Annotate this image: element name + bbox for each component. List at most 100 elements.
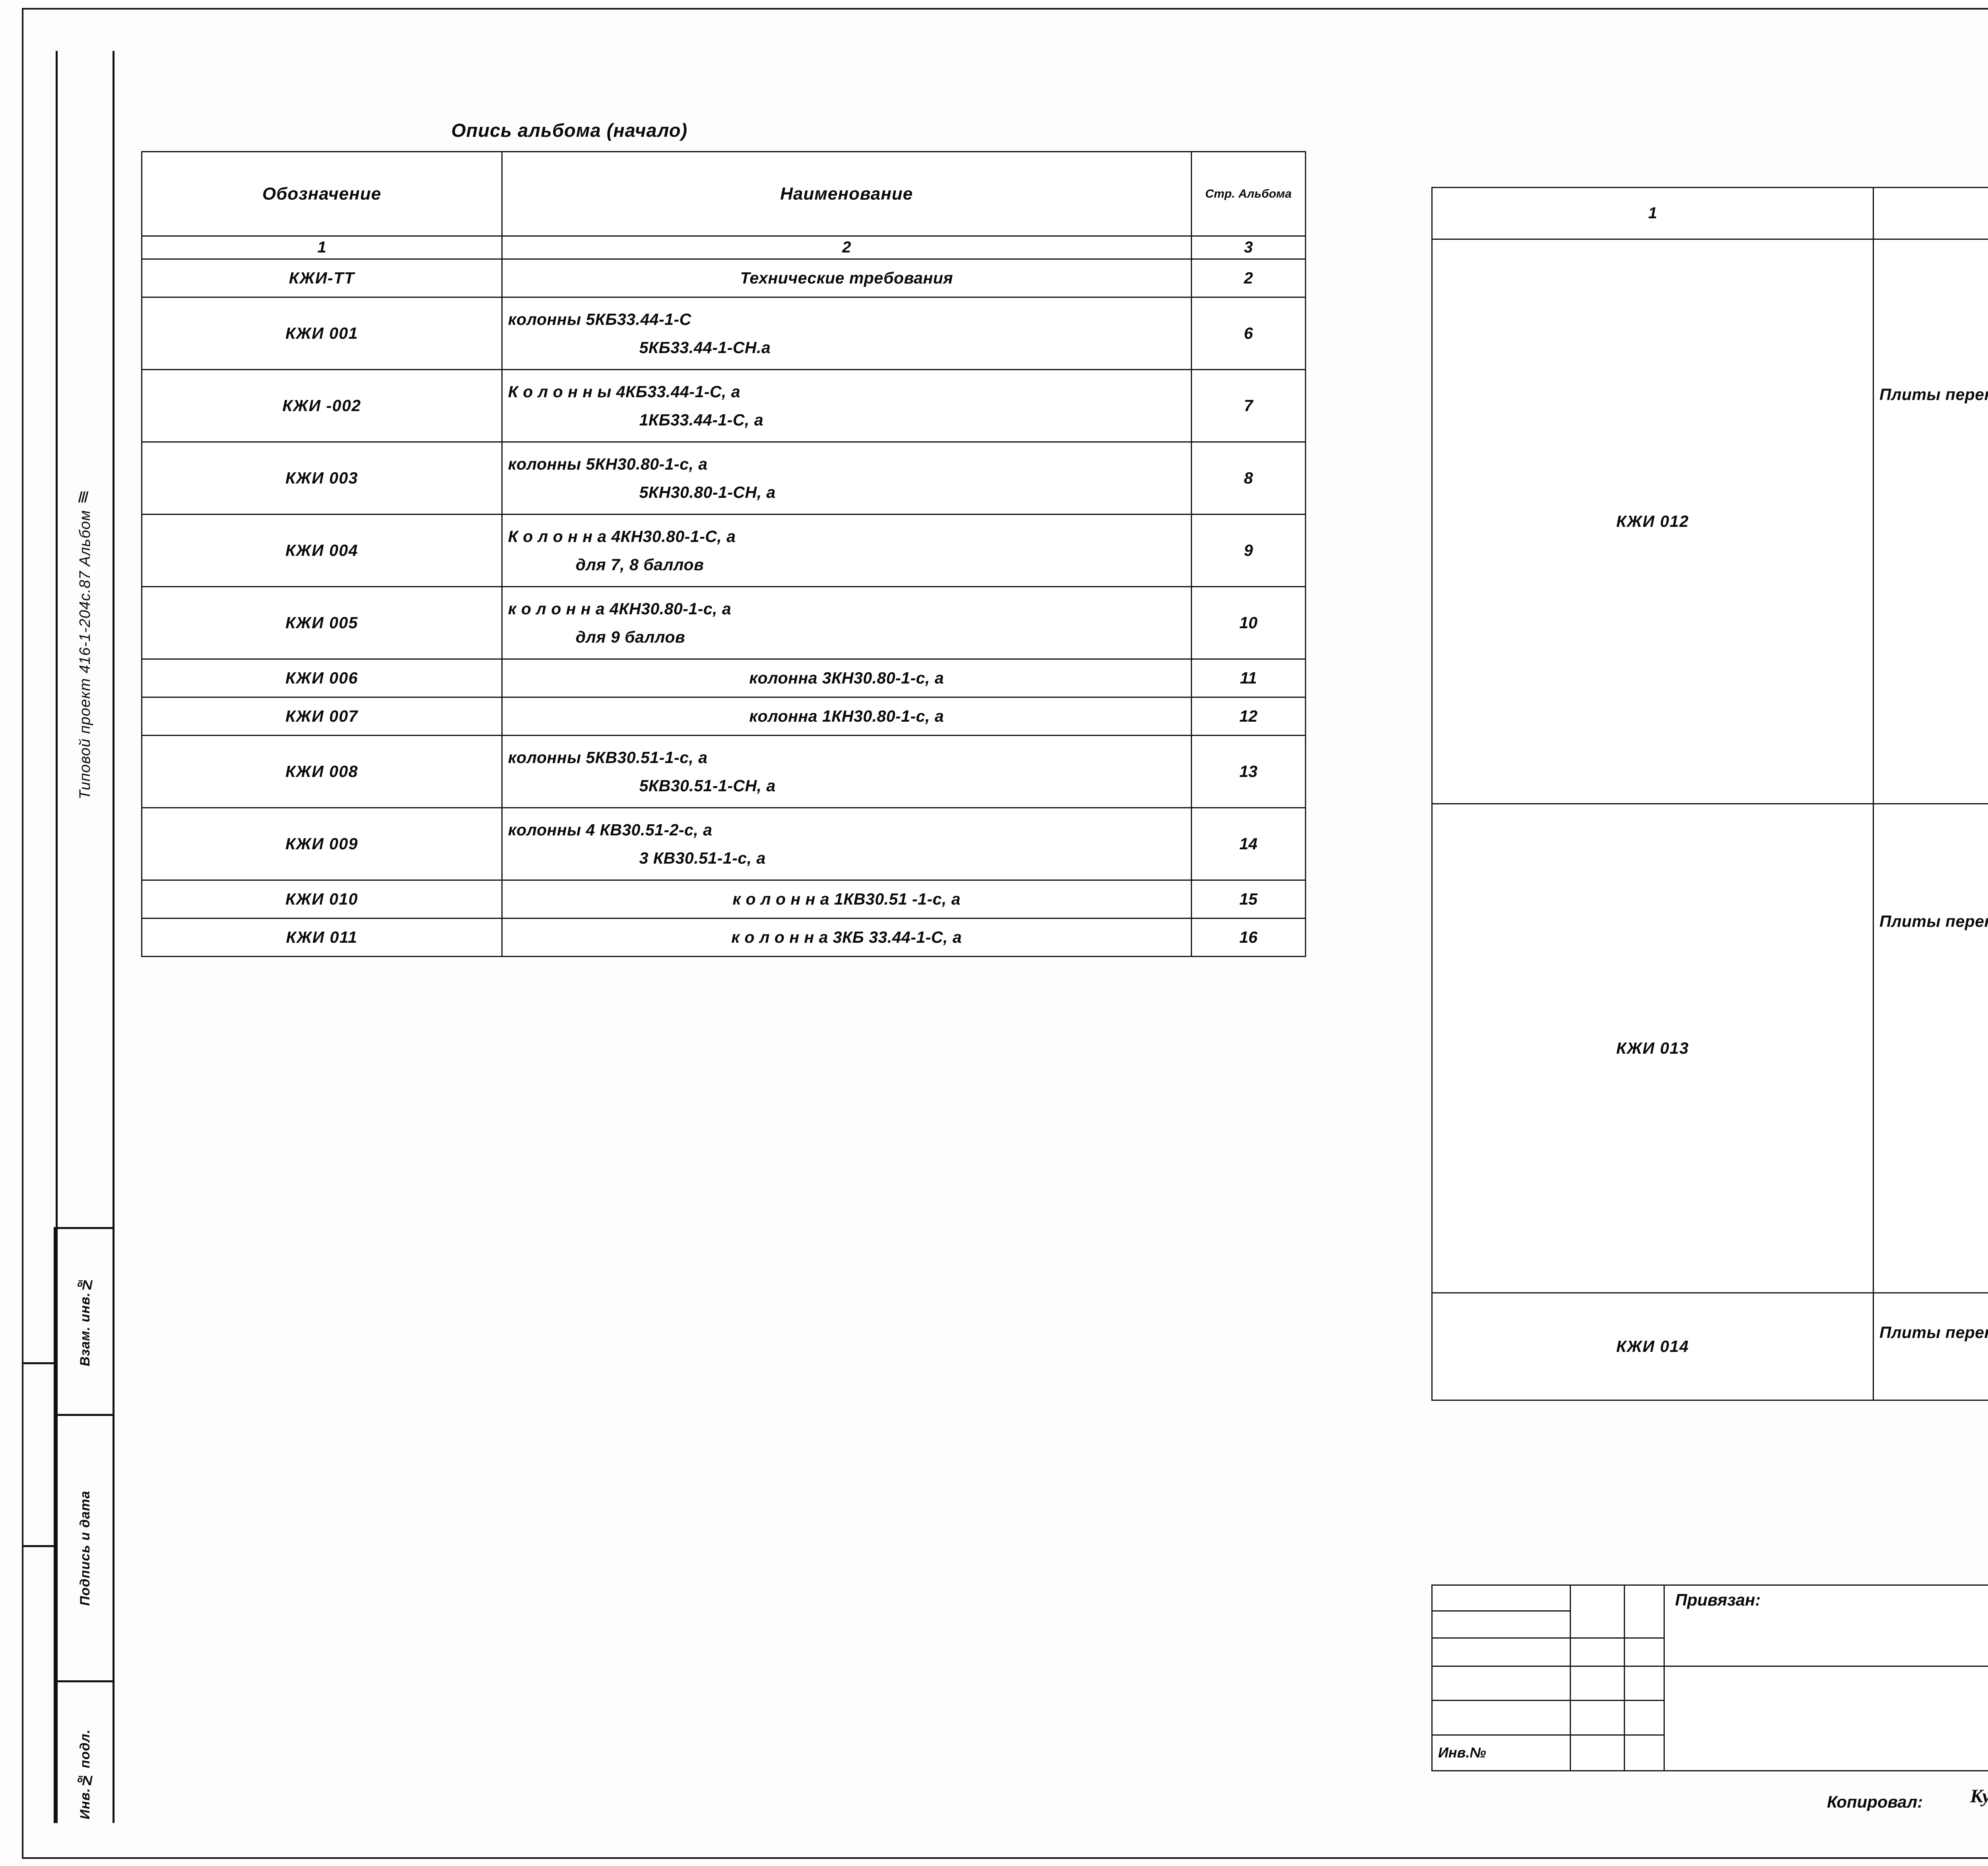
cell-designation: КЖИ 013 [1431, 803, 1874, 1293]
podpis-data-cell: Подпись и дата [58, 1414, 113, 1680]
name-line: ПРС 56.15-4АтV П м [1879, 583, 1988, 602]
cell-page: 2 [1190, 258, 1307, 298]
cell-name: к о л о н н а 3КБ 33.44-1-С, а [501, 918, 1192, 957]
cell-designation: КЖИ 009 [141, 807, 503, 881]
cell-page: 11 [1190, 658, 1307, 698]
project-text-cell: Типовой проект 416-1-204с.87 Альбом Ⅲ [58, 51, 113, 1236]
tb-cell-r2c1 [1431, 1610, 1571, 1639]
name-line: к о л о н н а 3КБ 33.44-1-С, а [731, 928, 962, 946]
cell-page: 7 [1190, 369, 1307, 443]
project-text: Типовой проект 416-1-204с.87 Альбом Ⅲ [77, 487, 93, 800]
title-block-row-1: Привязан: [1431, 1584, 1988, 1667]
col-header-name: Наименование [501, 151, 1192, 237]
table-row: КЖИ 010 к о л о н н а 1КВ30.51 -1-с, а 15 [141, 880, 1307, 919]
inv-podl-cell: Инв.№ подл. [58, 1680, 113, 1866]
tb-cell-r1c2 [1570, 1584, 1625, 1639]
cell-designation: КЖИ 011 [141, 918, 503, 957]
col-number-1: 1 [141, 235, 503, 260]
table-row: КЖИ -002 К о л о н н ы 4КБ33.44-1-С, а 1КБ… [141, 369, 1307, 443]
name-line: 5КБ33.44-1-СН.а [639, 338, 771, 357]
cell-designation: КЖИ 014 [1431, 1292, 1874, 1401]
table-row: КЖИ 006 колонна 3КН30.80-1-с, а 11 [141, 658, 1307, 698]
copied-by-label: Копировал: [1827, 1792, 1923, 1811]
name-line: ПРС 56.15 -4АтV Пс [1879, 639, 1988, 658]
cell-designation: КЖИ 008 [141, 735, 503, 808]
cell-name: колонны 5КН30.80-1-с, а 5КН30.80-1-СН, а [501, 441, 1192, 515]
name-line: ПРС 56.15-4АтV Пб [1879, 442, 1988, 460]
cell-page: 14 [1190, 807, 1307, 881]
title-block-row-2 [1431, 1610, 1988, 1639]
tb-cell-r4c2 [1570, 1666, 1625, 1701]
right-col-number-1: 1 [1431, 187, 1874, 240]
cell-designation: КЖИ 005 [141, 586, 503, 660]
name-line: для 7, 8 баллов [575, 555, 704, 574]
table-header-row: Обозначение Наименование Стр. Альбома [141, 151, 1307, 237]
col-header-designation: Обозначение [141, 151, 503, 237]
right-col-number-2: 2 [1873, 187, 1988, 240]
tb-cell-r5c2 [1570, 1700, 1625, 1736]
name-line: колонны 4 КВ30.51-2-с, а [508, 820, 712, 839]
registration-divider-2 [22, 1545, 54, 1547]
name-line: колонна 3КН30.80-1-с, а [749, 669, 944, 687]
cell-designation: КЖИ 007 [141, 697, 503, 736]
table-row: КЖИ 011 к о л о н н а 3КБ 33.44-1-С, а 16 [141, 918, 1307, 957]
name-line: ПРС 56.15 -10АтV Пд [1879, 1025, 1988, 1044]
table-row: КЖИ 007 колонна 1КН30.80-1-с, а 12 [141, 697, 1307, 736]
tb-cell-r3c1 [1431, 1637, 1571, 1667]
name-line: Технические требования [740, 269, 953, 287]
cell-name: колонны 5КБ33.44-1-С 5КБ33.44-1-СН.а [501, 297, 1192, 370]
name-line: 5КН30.80-1-СН, а [639, 483, 776, 501]
name-line: ПРС 56.15-4АтV Пд [1879, 940, 1988, 959]
title-block-row-5 [1431, 1700, 1988, 1736]
cell-designation: КЖИ 010 [141, 880, 503, 919]
cell-designation: КЖИ -002 [141, 369, 503, 443]
privyazan-field[interactable]: Привязан: [1664, 1584, 1988, 1667]
name-line: Плиты перекрытия ПРС 56.15-4АтV ПВ [1879, 385, 1988, 404]
vzam-inv-cell: Взам. инв.№ [58, 1227, 113, 1414]
cell-page: 8 [1190, 441, 1307, 515]
table-row: КЖИ-ТТ Технические требования 2 [141, 258, 1307, 298]
table-number-row: 1 2 3 [141, 235, 1307, 260]
cell-page: 10 [1190, 586, 1307, 660]
cell-name: колонны 4 КВ30.51-2-с, а 3 КВ30.51-1-с, а [501, 807, 1192, 881]
cell-name: Технические требования [501, 258, 1192, 298]
name-line: ПРС 56.15-6АтV Пк [1879, 1138, 1988, 1157]
title-block: Привязан: Инв. [1431, 1584, 1988, 1771]
cell-name: Плиты перекрытия ПРС 56.15-4АтV ПВ ПРС 56… [1873, 239, 1988, 804]
left-table-title: Опись альбома (начало) [451, 120, 688, 141]
title-block-row-3 [1431, 1637, 1988, 1667]
name-line: ПРС 56.15-6АтV Пм [1879, 1351, 1988, 1370]
name-line: ПРС 56.15 -4АтV Пд [1879, 470, 1988, 489]
name-line: ПРС 56.15- 4АтV Пк [1879, 555, 1988, 573]
name-line: колонны 5КВ30.51-1-с, а [508, 748, 708, 767]
tb-cell-r3c2 [1570, 1637, 1625, 1667]
title-block-row-6: Инв.№ [1431, 1734, 1988, 1771]
table-row: КЖИ 004 К о л о н н а 4КН30.80-1-С, а для … [141, 514, 1307, 587]
name-line: ПРС 56.15-10АтV Пж [1879, 1082, 1988, 1100]
cell-name: к о л о н н а 4КН30.80-1-с, а для 9 балло… [501, 586, 1192, 660]
cell-designation: КЖИ-ТТ [141, 258, 503, 298]
name-line: ПРС 56.15-4АтV Пи [1879, 526, 1988, 545]
cell-page: 15 [1190, 880, 1307, 919]
registration-column [22, 1227, 56, 1823]
cell-name: колонны 5КВ30.51-1-с, а 5КВ30.51-1-СН, а [501, 735, 1192, 808]
podpis-data-label: Подпись и дата [77, 1490, 93, 1606]
title-block-row-4 [1431, 1666, 1988, 1771]
name-line: ПРС 56.15-4АтV Па [1879, 414, 1988, 432]
cell-designation: КЖИ 004 [141, 514, 503, 587]
cell-page: 6 [1190, 297, 1307, 370]
name-line: 5КВ30.51-1-СН, а [639, 776, 776, 795]
vertical-stamp-column: Типовой проект 416-1-204с.87 Альбом Ⅲ Вз… [56, 51, 115, 1823]
table-row: КЖИ 003 колонны 5КН30.80-1-с, а 5КН30.80-1… [141, 441, 1307, 515]
tb-cell-r3c3 [1624, 1637, 1665, 1667]
cell-name: К о л о н н ы 4КБ33.44-1-С, а 1КБ33.44-1-… [501, 369, 1192, 443]
cell-name: к о л о н н а 1КВ30.51 -1-с, а [501, 880, 1192, 919]
tb-cell-r4c1 [1431, 1666, 1571, 1701]
name-line: ПРС 56.15 -4АтV Пе [1879, 498, 1988, 517]
name-line: колонны 5КН30.80-1-с, а [508, 454, 708, 473]
cell-name: Плиты перекрытия ПРС 56-15-10АтV Пг ПРС 5… [1873, 1292, 1988, 1401]
right-table-number-row: 1 2 3 [1431, 187, 1988, 240]
cell-name: Плиты перекрытия ПРС 56.15-10АтV Пб ПРС 5… [1873, 803, 1988, 1293]
